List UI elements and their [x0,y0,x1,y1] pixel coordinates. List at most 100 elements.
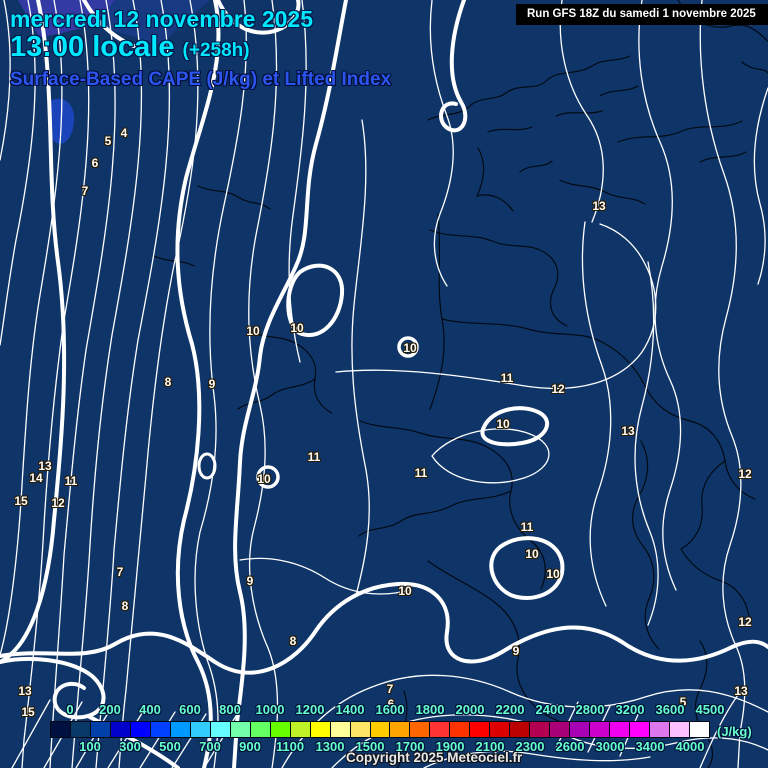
scale-color-block [429,722,450,737]
copyright-text: Copyright 2025 Meteociel.fr [346,750,523,765]
scale-color-block [549,722,570,737]
scale-tick-label: 300 [119,739,141,754]
scale-color-block [269,722,290,737]
scale-color-block [89,722,110,737]
scale-tick-label: 500 [159,739,181,754]
scale-color-block [169,722,190,737]
contour-value-label: 11 [500,371,514,385]
contour-value-label: 13 [592,199,606,213]
scale-color-block [129,722,150,737]
contour-value-label: 9 [512,644,520,658]
scale-tick-label: 600 [179,702,201,717]
scale-tick-label: 1800 [415,702,445,717]
model-run-banner: Run GFS 18Z du samedi 1 novembre 2025 [516,4,768,25]
scale-color-block [569,722,590,737]
scale-tick-label: 2100 [475,739,505,754]
contour-value-label: 6 [91,156,99,170]
scale-color-block [209,722,230,737]
scale-tick-label: 2300 [515,739,545,754]
contour-value-label: 5 [104,134,112,148]
contour-value-label: 9 [246,574,254,588]
contour-value-label: 7 [116,565,124,579]
contour-value-label: 13 [621,424,635,438]
cape-scale-blocks [50,721,710,738]
contour-value-label: 11 [64,474,78,488]
contour-value-label: 12 [738,615,752,629]
scale-tick-label: 900 [239,739,261,754]
forecast-offset-label: (+258h) [182,40,250,61]
scale-color-block [51,722,70,737]
scale-tick-label: 700 [199,739,221,754]
scale-color-block [309,722,330,737]
contour-value-label: 7 [386,682,394,696]
scale-color-block [329,722,350,737]
scale-color-block [529,722,550,737]
map-parameter-title: Surface-Based CAPE (J/kg) et Lifted Inde… [10,69,392,90]
contour-value-label: 5 [679,695,687,709]
scale-tick-label: 1700 [395,739,425,754]
scale-tick-label: 1600 [375,702,405,717]
scale-unit-label: (J/kg) [717,724,752,739]
date-title: mercredi 12 novembre 2025 [10,6,314,32]
contour-value-label: 10 [403,341,417,355]
contour-value-label: 15 [14,494,28,508]
scale-tick-label: 800 [219,702,241,717]
scale-color-block [589,722,610,737]
scale-color-block [689,722,709,737]
scale-color-block [669,722,689,737]
scale-color-block [349,722,370,737]
scale-tick-label: 1000 [255,702,285,717]
scale-tick-label: 2000 [455,702,485,717]
contour-value-label: 10 [246,324,260,338]
scale-tick-label: 200 [99,702,121,717]
scale-tick-label: 400 [139,702,161,717]
scale-color-block [469,722,490,737]
scale-color-block [649,722,670,737]
contour-value-label: 10 [398,584,412,598]
scale-tick-label: 1300 [315,739,345,754]
scale-color-block [369,722,390,737]
contour-value-label: 11 [414,466,428,480]
scale-tick-label: 2200 [495,702,525,717]
scale-color-block [449,722,470,737]
contour-value-label: 13 [18,684,32,698]
contour-value-label: 13 [734,684,748,698]
scale-tick-label: 0 [66,702,74,717]
scale-tick-label: 100 [79,739,101,754]
scale-tick-label: 2600 [555,739,585,754]
scale-color-block [389,722,410,737]
scale-color-block [629,722,650,737]
scale-color-block [69,722,90,737]
contour-value-label: 11 [520,520,534,534]
scale-tick-label: 1500 [355,739,385,754]
scale-tick-label: 3400 [635,739,665,754]
scale-tick-label: 4500 [695,702,725,717]
contour-value-label: 15 [21,705,35,719]
scale-color-block [249,722,270,737]
scale-tick-label: 3200 [615,702,645,717]
contour-value-label: 14 [29,471,43,485]
scale-color-block [189,722,210,737]
scale-color-block [289,722,310,737]
contour-value-label: 13 [38,459,52,473]
contour-value-label: 6 [387,697,395,711]
contour-value-label: 10 [290,321,304,335]
scale-color-block [509,722,530,737]
scale-color-block [489,722,510,737]
scale-color-block [149,722,170,737]
scale-tick-label: 3600 [655,702,685,717]
scale-color-block [109,722,130,737]
contour-value-label: 8 [164,375,172,389]
contour-value-label: 11 [307,450,321,464]
contour-value-label: 12 [551,382,565,396]
contour-value-label: 8 [289,634,297,648]
scale-tick-label: 1100 [275,739,305,754]
scale-color-block [409,722,430,737]
time-title: 13:00 locale (+258h) [10,31,250,64]
scale-tick-label: 1900 [435,739,465,754]
scale-color-block [229,722,250,737]
contour-value-label: 10 [496,417,510,431]
